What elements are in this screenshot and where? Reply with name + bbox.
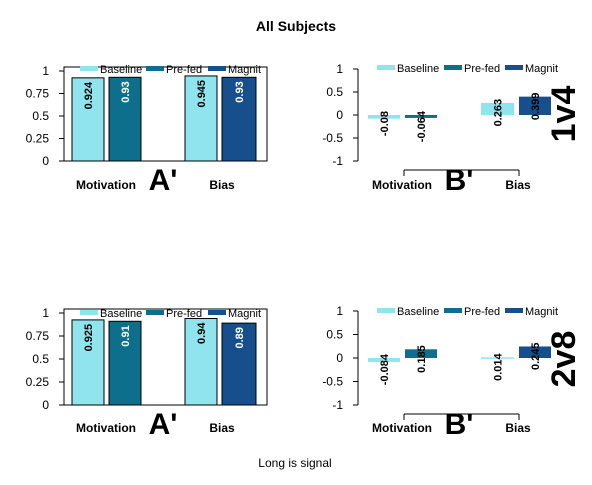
bar-pre-fed-motivation <box>405 349 437 358</box>
bar-baseline-bias <box>481 102 514 115</box>
data-label: -0.084 <box>379 353 391 385</box>
legend-swatch-pre-fed <box>146 66 164 71</box>
category-label: Motivation <box>372 421 432 435</box>
category-label: Bias <box>209 178 235 192</box>
data-label: -0.08 <box>379 111 391 136</box>
data-label: 0.925 <box>83 324 95 352</box>
legend-swatch-baseline <box>377 65 395 70</box>
legend-swatch-baseline <box>80 66 98 71</box>
legend-swatch-pre-fed <box>444 65 462 70</box>
bar-baseline-motivation <box>368 115 400 119</box>
data-label: 0.94 <box>196 322 208 344</box>
chart-panel-3: 0 0.25 0.5 0.75 1 0.925 0.91 0.94 0.89 Baseline Pr… <box>26 306 268 441</box>
legend-label: Baseline <box>100 308 142 320</box>
y-tick-label: 1 <box>336 304 343 318</box>
y-tick-label: 0.5 <box>32 352 49 366</box>
bar-baseline-motivation <box>71 319 105 406</box>
figure-footer: Long is signal <box>258 456 331 470</box>
y-tick-label: -0.5 <box>322 375 343 389</box>
category-label: Motivation <box>76 421 136 435</box>
y-tick-label: 0.5 <box>326 328 343 342</box>
y-tick-label: 0 <box>42 398 49 412</box>
y-tick-label: 0.25 <box>26 375 50 389</box>
y-tick-label: 1 <box>42 306 49 320</box>
bar-baseline-motivation <box>368 358 400 362</box>
panel-label: B' <box>445 164 474 197</box>
legend-swatch-baseline <box>377 308 395 313</box>
category-label: Bias <box>209 421 235 435</box>
bar-pre-fed-motivation <box>108 76 142 162</box>
bar-magnit-bias <box>221 76 257 162</box>
y-tick-label: 0 <box>336 108 343 122</box>
data-label: 0.399 <box>530 93 542 121</box>
data-label: -0.064 <box>416 110 428 142</box>
legend-swatch-magnit <box>505 65 523 70</box>
row-label: 2v8 <box>545 331 583 388</box>
y-tick-label: 0.5 <box>326 85 343 99</box>
legend-label: Baseline <box>100 64 142 76</box>
y-tick-label: -1 <box>332 398 343 412</box>
bar-pre-fed-motivation <box>405 115 437 118</box>
data-label: 0.93 <box>120 81 132 102</box>
panels: 0 0.25 0.5 0.75 1 0.924 0.93 0.945 0.93 Baseline P… <box>26 62 583 441</box>
panel-label: B' <box>445 408 474 441</box>
legend-label: Magnit <box>525 306 558 318</box>
row-label: 1v4 <box>545 86 583 143</box>
panel-label: A' <box>149 408 178 441</box>
data-label: 0.245 <box>530 342 542 370</box>
data-label: 0.014 <box>493 352 505 380</box>
legend-label: Magnit <box>228 64 261 76</box>
bar-pre-fed-motivation <box>108 320 142 406</box>
y-tick-label: 0.75 <box>26 87 50 101</box>
y-tick-label: 0.5 <box>32 109 49 123</box>
legend-swatch-baseline <box>80 310 98 315</box>
data-label: 0.93 <box>234 81 246 102</box>
y-tick-label: 0 <box>42 154 49 168</box>
chart-panel-1: 0 0.25 0.5 0.75 1 0.924 0.93 0.945 0.93 Baseline P… <box>26 64 268 197</box>
legend-label: Pre-fed <box>166 308 202 320</box>
bar-baseline-motivation <box>71 77 105 162</box>
legend-label: Baseline <box>397 306 439 318</box>
legend-label: Baseline <box>397 63 439 75</box>
panel-label: A' <box>149 164 178 197</box>
data-label: 0.91 <box>120 325 132 346</box>
legend-swatch-pre-fed <box>146 310 164 315</box>
legend-label: Pre-fed <box>166 64 202 76</box>
data-label: 0.89 <box>234 327 246 348</box>
legend-label: Pre-fed <box>464 306 500 318</box>
legend-swatch-pre-fed <box>444 308 462 313</box>
chart-panel-4: -1 -0.5 0 0.5 1 -0.084 0.185 0.014 0.245 Baseline… <box>322 304 583 441</box>
y-tick-label: 1 <box>336 62 343 76</box>
category-label: Bias <box>505 178 531 192</box>
y-tick-label: 0.75 <box>26 329 50 343</box>
y-tick-label: 0.25 <box>26 132 50 146</box>
bar-baseline-bias <box>481 357 514 359</box>
category-label: Bias <box>505 421 531 435</box>
data-label: 0.185 <box>416 345 428 373</box>
y-tick-label: 0 <box>336 351 343 365</box>
data-label: 0.945 <box>196 80 208 108</box>
chart-panel-2: -1 -0.5 0 0.5 1 -0.08 -0.064 0.263 0.399 Baseline… <box>322 62 583 197</box>
data-label: 0.924 <box>83 81 95 109</box>
figure-title: All Subjects <box>256 18 336 34</box>
y-tick-label: -0.5 <box>322 131 343 145</box>
legend-label: Magnit <box>525 63 558 75</box>
legend-swatch-magnit <box>208 66 226 71</box>
legend-swatch-magnit <box>505 308 523 313</box>
bar-baseline-bias <box>184 318 218 406</box>
y-tick-label: 1 <box>42 64 49 78</box>
legend-label: Pre-fed <box>464 63 500 75</box>
category-label: Motivation <box>372 178 432 192</box>
legend-label: Magnit <box>228 308 261 320</box>
y-tick-label: -1 <box>332 154 343 168</box>
bar-magnit-bias <box>221 322 257 406</box>
legend-swatch-magnit <box>208 310 226 315</box>
category-label: Motivation <box>76 178 136 192</box>
bar-baseline-bias <box>184 75 218 162</box>
bar-magnit-bias <box>519 346 551 358</box>
bar-magnit-bias <box>519 96 551 115</box>
data-label: 0.263 <box>493 99 505 127</box>
